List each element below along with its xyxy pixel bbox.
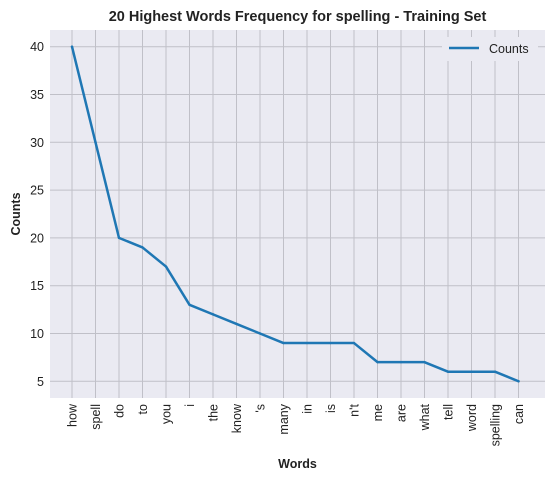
data-point <box>70 45 74 48</box>
x-tick-label: me <box>371 404 385 421</box>
data-point <box>352 341 356 345</box>
data-point <box>235 322 238 326</box>
data-point <box>446 370 450 373</box>
x-tick-label: many <box>277 403 291 434</box>
x-tick-label: tell <box>442 404 456 420</box>
x-tick-label: can <box>512 404 526 424</box>
y-tick-label: 20 <box>30 231 44 245</box>
x-tick-label: are <box>395 404 409 422</box>
x-tick-label: you <box>160 404 174 424</box>
data-point <box>305 341 309 345</box>
data-point <box>282 341 285 345</box>
x-tick-label: i <box>183 404 197 407</box>
x-axis-label: Words <box>278 457 317 471</box>
data-point <box>117 236 121 240</box>
data-point <box>399 360 403 364</box>
data-point <box>470 370 473 373</box>
chart-title: 20 Highest Words Frequency for spelling … <box>109 9 487 25</box>
legend: Counts <box>442 37 538 61</box>
data-point <box>164 265 168 268</box>
x-tick-label: word <box>465 404 479 432</box>
x-tick-label: how <box>66 403 80 427</box>
x-tick-label: is <box>324 404 338 413</box>
x-tick-label: in <box>301 404 315 414</box>
y-tick-label: 5 <box>37 375 44 389</box>
data-point <box>141 246 144 249</box>
y-tick-label: 25 <box>30 184 44 198</box>
x-tick-label: know <box>230 403 244 433</box>
y-axis-label: Counts <box>9 192 23 235</box>
data-point <box>211 313 215 316</box>
x-tick-label: n't <box>348 403 362 416</box>
y-tick-label: 10 <box>30 327 44 341</box>
y-tick-label: 15 <box>30 279 44 293</box>
legend-label: Counts <box>489 42 529 56</box>
data-point <box>94 141 97 144</box>
series-layer <box>70 45 520 383</box>
grid <box>50 30 545 398</box>
data-point <box>258 332 262 335</box>
data-point <box>329 341 332 345</box>
data-point <box>423 360 426 364</box>
y-tick-label: 35 <box>30 88 44 102</box>
series-line <box>70 45 520 383</box>
y-tick-label: 30 <box>30 136 44 150</box>
x-tick-label: the <box>207 404 221 421</box>
data-point <box>517 380 520 383</box>
data-point <box>376 360 379 364</box>
x-tick-label: 's <box>254 404 268 413</box>
x-tick-label: what <box>418 403 432 431</box>
data-point <box>188 303 191 307</box>
data-point <box>493 370 497 373</box>
x-tick-label: to <box>136 404 150 414</box>
x-axis-ticks: how spell do to you i the know 's many in is n't me ar… <box>66 403 527 446</box>
x-tick-label: do <box>113 404 127 418</box>
x-tick-label: spelling <box>489 404 503 446</box>
y-axis-ticks: 5 10 15 20 25 30 35 40 <box>30 40 44 389</box>
plot-area <box>50 30 545 398</box>
y-tick-label: 40 <box>30 40 44 54</box>
x-tick-label: spell <box>89 404 103 430</box>
